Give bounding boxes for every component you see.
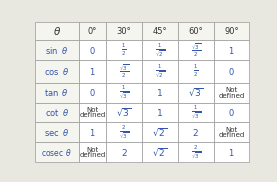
- Text: $\frac{2}{\sqrt{3}}$: $\frac{2}{\sqrt{3}}$: [191, 144, 201, 161]
- Text: $1$: $1$: [157, 107, 163, 118]
- Bar: [106, 142, 142, 162]
- Bar: [178, 22, 214, 40]
- Text: $\frac{1}{\sqrt{2}}$: $\frac{1}{\sqrt{2}}$: [155, 41, 165, 59]
- Bar: [178, 102, 214, 122]
- Text: $\frac{\sqrt{3}}{2}$: $\frac{\sqrt{3}}{2}$: [191, 41, 201, 59]
- Text: $\sqrt{3}$: $\sqrt{3}$: [188, 87, 204, 98]
- Text: Not: Not: [225, 127, 238, 133]
- Text: $2$: $2$: [121, 147, 127, 158]
- Text: $\mathrm{cosec}\ \theta$: $\mathrm{cosec}\ \theta$: [41, 147, 72, 158]
- Text: $\frac{1}{\sqrt{2}}$: $\frac{1}{\sqrt{2}}$: [155, 63, 165, 80]
- Bar: [106, 83, 142, 102]
- Text: $\frac{1}{2}$: $\frac{1}{2}$: [121, 42, 127, 58]
- Bar: [35, 83, 79, 102]
- Bar: [178, 122, 214, 142]
- Text: $\sin\ \theta$: $\sin\ \theta$: [45, 45, 68, 56]
- Bar: [106, 60, 142, 83]
- Bar: [35, 142, 79, 162]
- Bar: [35, 22, 79, 40]
- Text: $0$: $0$: [89, 45, 96, 56]
- Text: $2$: $2$: [192, 127, 199, 138]
- Text: $\frac{1}{\sqrt{3}}$: $\frac{1}{\sqrt{3}}$: [119, 84, 129, 101]
- Bar: [79, 122, 106, 142]
- Bar: [214, 122, 249, 142]
- Text: $\sqrt{2}$: $\sqrt{2}$: [152, 126, 168, 138]
- Bar: [35, 122, 79, 142]
- Text: $\sqrt{2}$: $\sqrt{2}$: [152, 146, 168, 158]
- Bar: [106, 40, 142, 60]
- Text: 45°: 45°: [153, 27, 167, 35]
- Bar: [35, 60, 79, 83]
- Bar: [79, 142, 106, 162]
- Bar: [142, 142, 178, 162]
- Bar: [214, 22, 249, 40]
- Text: $1$: $1$: [228, 147, 235, 158]
- Bar: [214, 102, 249, 122]
- Bar: [142, 122, 178, 142]
- Bar: [142, 60, 178, 83]
- Text: $\sqrt{3}$: $\sqrt{3}$: [116, 107, 132, 118]
- Text: $0$: $0$: [89, 87, 96, 98]
- Text: $1$: $1$: [157, 87, 163, 98]
- Bar: [35, 102, 79, 122]
- Text: Not: Not: [86, 147, 99, 153]
- Bar: [79, 40, 106, 60]
- Bar: [178, 83, 214, 102]
- Text: $1$: $1$: [228, 45, 235, 56]
- Text: $1$: $1$: [89, 127, 96, 138]
- Bar: [79, 83, 106, 102]
- Text: $\theta$: $\theta$: [53, 25, 61, 37]
- Text: defined: defined: [218, 132, 245, 138]
- Text: $\frac{\sqrt{3}}{2}$: $\frac{\sqrt{3}}{2}$: [119, 62, 129, 80]
- Bar: [106, 102, 142, 122]
- Bar: [142, 40, 178, 60]
- Bar: [214, 142, 249, 162]
- Text: $\cos\ \theta$: $\cos\ \theta$: [44, 66, 69, 77]
- Bar: [214, 83, 249, 102]
- Text: $0$: $0$: [228, 107, 235, 118]
- Text: 90°: 90°: [224, 27, 239, 35]
- Text: $\tan\ \theta$: $\tan\ \theta$: [44, 87, 69, 98]
- Text: defined: defined: [79, 152, 106, 158]
- Bar: [106, 22, 142, 40]
- Text: Not: Not: [86, 107, 99, 113]
- Text: $\frac{2}{\sqrt{3}}$: $\frac{2}{\sqrt{3}}$: [119, 124, 129, 141]
- Text: defined: defined: [79, 112, 106, 118]
- Text: $\frac{1}{2}$: $\frac{1}{2}$: [193, 63, 198, 80]
- Bar: [106, 122, 142, 142]
- Text: 0°: 0°: [88, 27, 97, 35]
- Bar: [214, 40, 249, 60]
- Bar: [79, 22, 106, 40]
- Text: $\frac{1}{\sqrt{3}}$: $\frac{1}{\sqrt{3}}$: [191, 104, 201, 121]
- Text: $\cot\ \theta$: $\cot\ \theta$: [45, 107, 69, 118]
- Text: 60°: 60°: [188, 27, 203, 35]
- Bar: [142, 102, 178, 122]
- Bar: [79, 102, 106, 122]
- Bar: [178, 142, 214, 162]
- Text: $1$: $1$: [89, 66, 96, 77]
- Bar: [35, 40, 79, 60]
- Bar: [214, 60, 249, 83]
- Bar: [79, 60, 106, 83]
- Text: $0$: $0$: [228, 66, 235, 77]
- Bar: [142, 83, 178, 102]
- Bar: [178, 60, 214, 83]
- Bar: [142, 22, 178, 40]
- Text: defined: defined: [218, 93, 245, 99]
- Text: Not: Not: [225, 87, 238, 93]
- Text: 30°: 30°: [117, 27, 132, 35]
- Text: $\sec\ \theta$: $\sec\ \theta$: [44, 127, 69, 138]
- Bar: [178, 40, 214, 60]
